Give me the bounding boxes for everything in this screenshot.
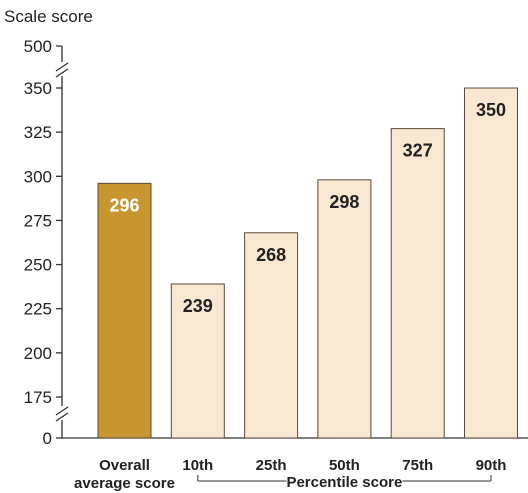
bar-value-label-5: 327 [403, 141, 433, 161]
y-axis-break-bottom-b [55, 412, 69, 422]
category-label-5: 75th [402, 457, 433, 474]
y-axis-break-bottom-a [55, 406, 69, 416]
y-tick-label-0: 0 [43, 429, 52, 448]
y-tick-label-250: 250 [24, 256, 52, 275]
bar-6 [464, 87, 518, 439]
bar-3 [244, 232, 299, 439]
y-tick-label-200: 200 [24, 344, 52, 363]
category-label-3: 25th [256, 457, 287, 474]
bar-value-label-6: 350 [476, 100, 506, 120]
category-label-1: Overall [99, 457, 150, 474]
bar-value-label-1: 296 [109, 195, 139, 215]
category-label-4: 50th [329, 457, 360, 474]
category-label-1-line-2: average score [74, 475, 175, 492]
bar-value-label-4: 298 [329, 192, 359, 212]
group-label: Percentile score [286, 474, 402, 491]
y-tick-label-325: 325 [24, 123, 52, 142]
bars: 296 239 268 298 327 350 [97, 87, 518, 439]
category-label-2: 10th [182, 457, 213, 474]
y-axis-break-top-a [55, 62, 69, 72]
bar-value-label-2: 239 [183, 296, 213, 316]
y-tick-label-500: 500 [24, 37, 52, 56]
y-axis-break-top-b [55, 68, 69, 78]
y-axis-title: Scale score [4, 7, 93, 26]
bar-5 [390, 128, 445, 439]
y-tick-label-275: 275 [24, 211, 52, 230]
bar-4 [317, 179, 372, 439]
y-tick-label-175: 175 [24, 388, 52, 407]
y-tick-label-300: 300 [24, 167, 52, 186]
y-tick-label-225: 225 [24, 300, 52, 319]
y-tick-label-350: 350 [24, 79, 52, 98]
y-axis: 0 175 200 225 250 275 300 325 350 500 [24, 37, 528, 448]
category-label-6: 90th [476, 457, 507, 474]
bar-value-label-3: 268 [256, 245, 286, 265]
percentile-group: Percentile score [197, 474, 492, 491]
bar-2 [170, 283, 225, 439]
bar-1 [97, 182, 152, 439]
